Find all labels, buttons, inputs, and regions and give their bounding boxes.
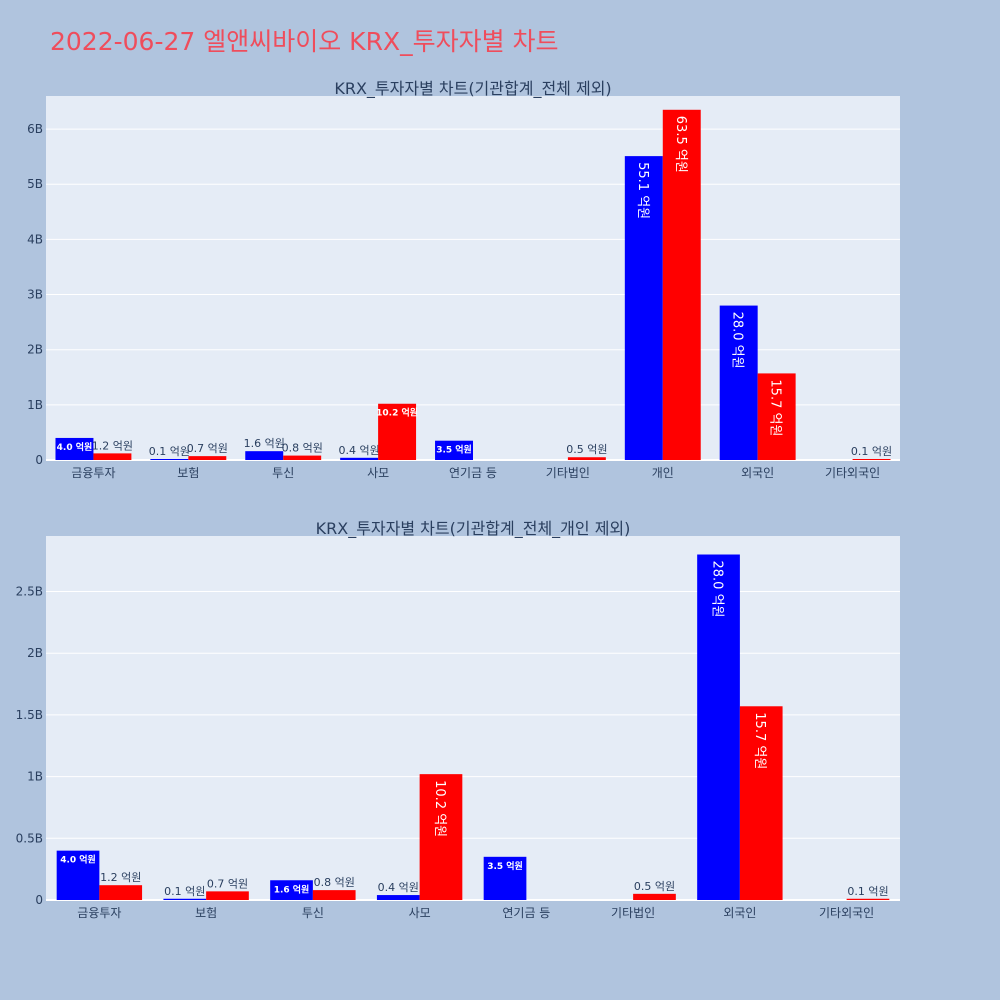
- x-tick-label: 투신: [272, 466, 294, 480]
- y-tick-label: 1.5B: [16, 708, 43, 722]
- data-label: 0.1 억원: [149, 445, 190, 458]
- y-tick-label: 0: [35, 453, 43, 467]
- y-tick-label: 5B: [27, 177, 43, 191]
- data-label: 0.4 억원: [339, 444, 380, 457]
- x-tick-label: 금융투자: [71, 466, 115, 480]
- data-label: 0.5 억원: [634, 880, 675, 893]
- bar: [99, 885, 143, 900]
- bar: [483, 856, 527, 900]
- page-title: 2022-06-27 엘앤씨바이오 KRX_투자자별 차트: [50, 27, 559, 56]
- bar: [270, 880, 313, 900]
- data-label: 4.0 억원: [60, 854, 96, 866]
- data-label: 0.8 억원: [314, 876, 355, 889]
- bar: [719, 305, 758, 460]
- bar: [419, 774, 463, 900]
- bar: [312, 890, 356, 900]
- x-tick-label: 사모: [367, 466, 389, 480]
- x-tick-label: 외국인: [723, 906, 756, 920]
- data-label: 1.6 억원: [244, 437, 285, 450]
- bar: [435, 440, 473, 460]
- bar: [188, 456, 227, 460]
- x-tick-label: 투신: [302, 906, 324, 920]
- data-label: 15.7 억원: [752, 712, 767, 769]
- data-label: 28.0 억원: [710, 561, 725, 618]
- data-label: 0.7 억원: [187, 442, 228, 455]
- bar: [340, 457, 379, 460]
- bar: [163, 898, 207, 900]
- y-tick-label: 0.5B: [16, 831, 43, 845]
- bar: [846, 898, 890, 900]
- data-label: 28.0 억원: [730, 312, 745, 369]
- data-label: 0.1 억원: [164, 885, 205, 898]
- data-label: 0.8 억원: [282, 442, 323, 455]
- x-tick-label: 금융투자: [77, 906, 121, 920]
- x-tick-label: 연기금 등: [449, 466, 497, 480]
- chart-top: 0 1B 2B 3B 4B 5B 6B KRX_투자자별 차트(기관합계_전체 제외) 금융투자…: [27, 79, 900, 480]
- y-tick-label: 2B: [27, 343, 43, 357]
- data-label: 3.5 억원: [436, 444, 472, 456]
- y-tick-label: 6B: [27, 122, 43, 136]
- chart-title: KRX_투자자별 차트(기관합계_전체_개인 제외): [316, 519, 631, 539]
- data-label: 0.7 억원: [207, 877, 248, 890]
- data-label: 0.1 억원: [847, 885, 888, 898]
- x-tick-label: 기타법인: [546, 466, 590, 480]
- y-tick-label: 0: [35, 893, 43, 907]
- bar: [245, 451, 284, 460]
- x-tick-label: 보험: [195, 906, 217, 920]
- x-tick-label: 보험: [177, 466, 199, 480]
- data-label: 10.2 억원: [432, 780, 447, 837]
- bar: [206, 891, 249, 900]
- bar: [150, 459, 189, 460]
- data-label: 0.1 억원: [851, 445, 892, 458]
- bar: [376, 895, 420, 900]
- y-tick-label: 2.5B: [16, 585, 43, 599]
- x-tick-label: 기타법인: [611, 906, 655, 920]
- y-tick-label: 1B: [27, 398, 43, 412]
- bar: [697, 554, 740, 900]
- bar: [567, 457, 606, 460]
- bar: [283, 455, 322, 460]
- x-tick-label: 사모: [409, 906, 431, 920]
- x-tick-label: 개인: [652, 466, 674, 480]
- x-tick-label: 기타외국인: [825, 466, 880, 480]
- chart-title: KRX_투자자별 차트(기관합계_전체 제외): [334, 79, 611, 99]
- data-label: 1.6 억원: [274, 883, 310, 895]
- bar: [739, 706, 783, 900]
- y-tick-label: 3B: [27, 288, 43, 302]
- x-tick-label: 외국인: [741, 466, 774, 480]
- bar: [378, 403, 417, 460]
- data-label: 63.5 억원: [673, 116, 688, 173]
- data-label: 0.5 억원: [566, 443, 607, 456]
- data-label: 3.5 억원: [487, 860, 523, 872]
- y-tick-label: 4B: [27, 232, 43, 246]
- bar: [757, 373, 796, 460]
- data-label: 1.2 억원: [100, 871, 141, 884]
- data-label: 1.2 억원: [92, 439, 133, 452]
- x-tick-label: 연기금 등: [502, 906, 550, 920]
- bar: [55, 437, 94, 460]
- bar: [852, 459, 891, 460]
- x-tick-label: 기타외국인: [819, 906, 874, 920]
- bar: [624, 156, 663, 460]
- y-tick-label: 2B: [27, 646, 43, 660]
- bar: [633, 893, 676, 900]
- data-label: 10.2 억원: [376, 407, 418, 419]
- data-label: 4.0 억원: [57, 441, 93, 453]
- data-label: 55.1 억원: [635, 162, 650, 219]
- bar: [662, 109, 701, 461]
- data-label: 15.7 억원: [768, 379, 783, 436]
- y-tick-label: 1B: [27, 770, 43, 784]
- bar: [56, 850, 100, 900]
- bar: [93, 453, 132, 460]
- data-label: 0.4 억원: [378, 881, 419, 894]
